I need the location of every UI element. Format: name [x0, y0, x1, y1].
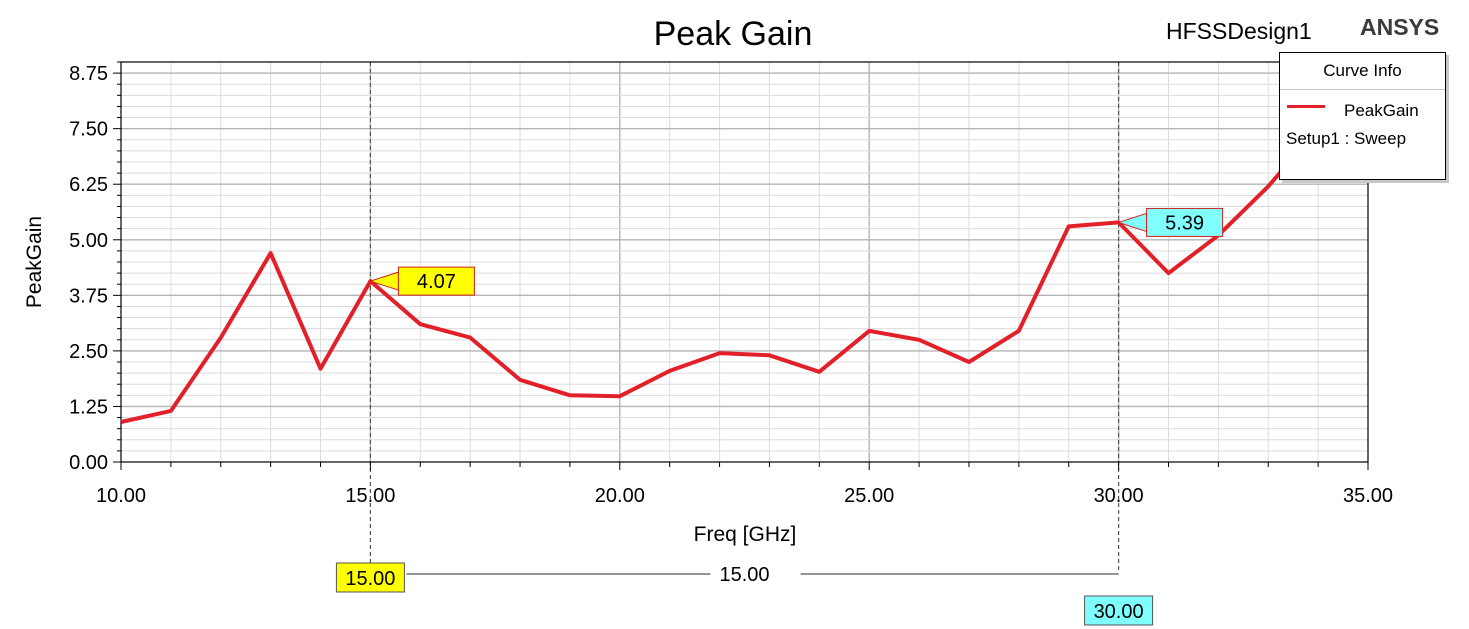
- y-tick-label: 7.50: [69, 119, 108, 141]
- x-tick-label: 35.00: [1343, 485, 1393, 507]
- delta-label: 15.00: [719, 564, 769, 586]
- y-tick-label: 0.00: [69, 452, 108, 474]
- y-tick-label: 8.75: [69, 63, 108, 85]
- marker-callouts: 15.00 4.07 5.39 15.00 30.00: [335, 207, 1224, 626]
- marker-1-x-label: 15.00: [345, 568, 395, 590]
- x-tick-label: 25.00: [844, 485, 894, 507]
- marker-2-x-label: 30.00: [1094, 601, 1144, 623]
- marker-1-pointer: [368, 271, 399, 291]
- curve-info-legend[interactable]: Curve Info PeakGain Setup1 : Sweep: [1279, 52, 1446, 180]
- marker-1-x-box: [335, 562, 405, 593]
- series-line-peakgain: [120, 69, 1370, 424]
- y-tick-label: 1.25: [69, 396, 108, 418]
- y-tick-label: 2.50: [69, 341, 108, 363]
- marker-2-x-box: [1084, 595, 1154, 626]
- y-tick-label: 6.25: [69, 174, 108, 196]
- x-axis-ticks: 10.00 15.00 20.00 25.00 30.00 35.00: [96, 462, 1393, 507]
- marker-1-value: 4.07: [417, 271, 456, 293]
- y-axis-ticks: 0.00 1.25 2.50 3.75 5.00 6.25 7.50 8.75: [69, 61, 121, 474]
- design-name: HFSSDesign1: [1166, 18, 1312, 44]
- y-tick-label: 3.75: [69, 285, 108, 307]
- marker-2-box: [1146, 207, 1224, 237]
- ansys-logo: ANSYS: [1360, 14, 1440, 40]
- marker-2-value: 5.39: [1165, 212, 1204, 234]
- y-tick-label: 5.00: [69, 230, 108, 252]
- x-tick-label: 10.00: [96, 485, 146, 507]
- marker-lines: [369, 62, 1120, 575]
- legend-swatch-peakgain: [1287, 105, 1325, 108]
- x-tick-label: 30.00: [1094, 485, 1144, 507]
- x-axis-label: Freq [GHz]: [694, 523, 797, 546]
- chart-title: Peak Gain: [654, 15, 813, 53]
- legend-setup-name: Setup1 : Sweep: [1286, 129, 1407, 148]
- legend-title: Curve Info: [1280, 53, 1445, 90]
- marker-1-box: [397, 266, 475, 296]
- x-tick-label: 20.00: [595, 485, 645, 507]
- legend-series-name: PeakGain: [1344, 101, 1419, 120]
- x-tick-label: 15.00: [345, 485, 395, 507]
- y-axis-label: PeakGain: [23, 216, 46, 308]
